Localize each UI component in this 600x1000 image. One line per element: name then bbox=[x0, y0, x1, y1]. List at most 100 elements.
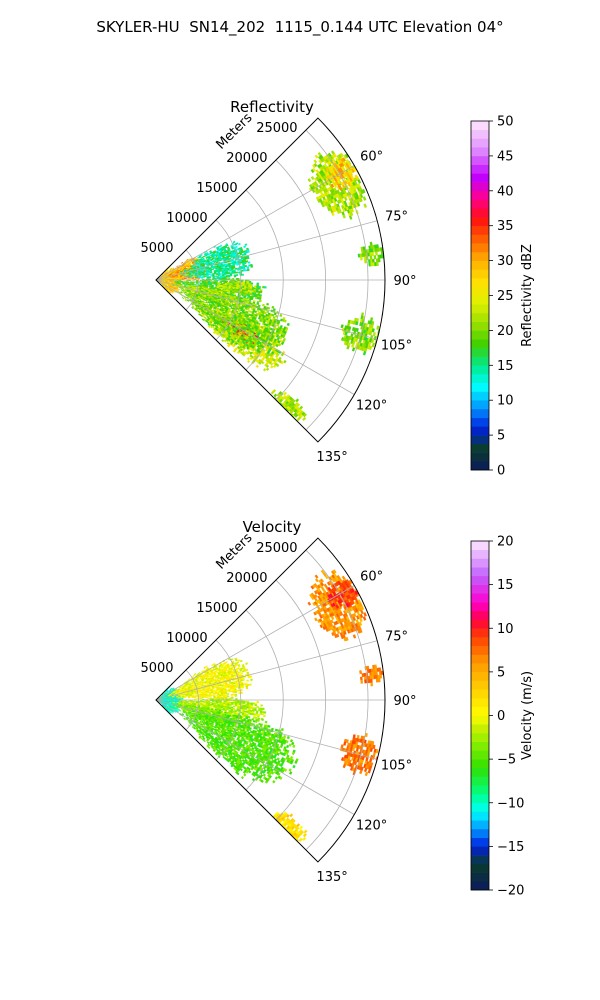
colorbar-tick-label: 10 bbox=[497, 622, 514, 637]
colorbar-tick-label: 25 bbox=[497, 289, 514, 304]
colorbar-segment bbox=[471, 750, 489, 760]
colorbar-segment bbox=[471, 295, 489, 305]
colorbar-segment bbox=[471, 138, 489, 148]
colorbar: −20 −15 −10 −5 0 5 10 15 20 Velocity (m/s) bbox=[470, 535, 535, 899]
colorbar-segment bbox=[471, 654, 489, 664]
azimuth-spoke bbox=[155, 699, 355, 815]
polar-grid bbox=[155, 129, 385, 443]
radial-tick-label: 20000 bbox=[226, 571, 267, 586]
colorbar-segment bbox=[471, 461, 489, 471]
colorbar-segment bbox=[471, 593, 489, 603]
colorbar-segment bbox=[471, 269, 489, 279]
colorbar-segment bbox=[471, 619, 489, 629]
colorbar-segment bbox=[471, 391, 489, 401]
colorbar-tick-label: 50 bbox=[497, 115, 514, 130]
colorbar-segment bbox=[471, 698, 489, 708]
colorbar-segment bbox=[471, 584, 489, 594]
azimuth-spoke bbox=[155, 585, 355, 701]
colorbar-tick-label: 20 bbox=[497, 535, 514, 550]
colorbar-segment bbox=[471, 129, 489, 139]
colorbar-segment bbox=[471, 286, 489, 296]
azimuth-tick-label: 75° bbox=[385, 210, 408, 225]
echo-region bbox=[339, 732, 379, 777]
radial-tick-label: 25000 bbox=[256, 541, 297, 556]
colorbar-tick-label: 45 bbox=[497, 149, 514, 164]
radial-tick-label: 10000 bbox=[166, 631, 207, 646]
azimuth-spoke bbox=[155, 220, 378, 281]
azimuth-spoke bbox=[155, 699, 378, 760]
colorbar-segment bbox=[471, 234, 489, 244]
colorbar-tick-label: −15 bbox=[497, 840, 524, 855]
echo-field bbox=[156, 569, 384, 843]
colorbar-tick-label: −5 bbox=[497, 753, 516, 768]
colorbar-label: Velocity (m/s) bbox=[520, 671, 535, 760]
colorbar-tick-label: 40 bbox=[497, 184, 514, 199]
colorbar-segment bbox=[471, 636, 489, 647]
colorbar-segment bbox=[471, 347, 489, 357]
azimuth-tick-label: 120° bbox=[356, 819, 387, 834]
colorbar-segment bbox=[471, 312, 489, 322]
colorbar: 0 5 10 15 20 25 30 35 40 45 50 Reflectivity dBZ bbox=[470, 115, 535, 479]
colorbar-segment bbox=[471, 837, 489, 847]
colorbar-segment bbox=[471, 855, 489, 865]
panel-title: Velocity bbox=[243, 518, 302, 536]
radial-axis-label: Meters bbox=[213, 110, 255, 152]
colorbar-segment bbox=[471, 846, 489, 856]
colorbar-segment bbox=[471, 680, 489, 690]
colorbar-tick-label: −10 bbox=[497, 796, 524, 811]
radial-axis-label: Meters bbox=[213, 530, 255, 572]
colorbar-segment bbox=[471, 278, 489, 288]
colorbar-segment bbox=[471, 260, 489, 270]
sector-frame bbox=[155, 537, 386, 863]
colorbar-tick-label: 35 bbox=[497, 219, 514, 234]
radial-tick-label: 5000 bbox=[140, 661, 173, 676]
azimuth-tick-label: 120° bbox=[356, 399, 387, 414]
colorbar-segment bbox=[471, 724, 489, 734]
colorbar-segment bbox=[471, 802, 489, 812]
colorbar-tick-label: 15 bbox=[497, 578, 514, 593]
radial-tick-label: 15000 bbox=[196, 601, 237, 616]
echo-region bbox=[270, 389, 307, 424]
radial-tick-label: 15000 bbox=[196, 181, 237, 196]
colorbar-label: Reflectivity dBZ bbox=[520, 244, 535, 347]
colorbar-segment bbox=[471, 732, 489, 742]
colorbar-segment bbox=[471, 121, 489, 131]
colorbar-segment bbox=[471, 182, 489, 192]
echo-region bbox=[357, 241, 385, 267]
colorbar-segment bbox=[471, 794, 489, 804]
colorbar-segment bbox=[471, 575, 489, 585]
echo-region bbox=[178, 289, 290, 357]
echo-region bbox=[178, 709, 299, 784]
colorbar-segment bbox=[471, 225, 489, 235]
colorbar-segment bbox=[471, 663, 489, 673]
azimuth-tick-label: 135° bbox=[316, 450, 347, 465]
echo-region bbox=[359, 664, 384, 687]
azimuth-spoke bbox=[155, 640, 378, 701]
figure-title: SKYLER-HU SN14_202 1115_0.144 UTC Elevat… bbox=[96, 18, 503, 37]
colorbar-segment bbox=[471, 155, 489, 165]
colorbar-segment bbox=[471, 339, 489, 349]
colorbar-segment bbox=[471, 382, 489, 392]
colorbar-segment bbox=[471, 602, 489, 612]
colorbar-segment bbox=[471, 567, 489, 577]
colorbar-segment bbox=[471, 706, 489, 716]
colorbar-tick-label: 15 bbox=[497, 359, 514, 374]
sector-frame bbox=[155, 117, 386, 443]
reflectivity-panel: Reflectivity 5000 10000 15000 20000 25000Mete… bbox=[140, 98, 535, 479]
colorbar-segment bbox=[471, 671, 489, 681]
azimuth-tick-label: 90° bbox=[393, 694, 416, 709]
colorbar-tick-label: 20 bbox=[497, 324, 514, 339]
colorbar-tick-label: 10 bbox=[497, 394, 514, 409]
colorbar-segment bbox=[471, 164, 489, 174]
colorbar-segment bbox=[471, 243, 489, 253]
colorbar-segment bbox=[471, 759, 489, 769]
colorbar-segment bbox=[471, 400, 489, 410]
colorbar-segment bbox=[471, 408, 489, 418]
colorbar-segment bbox=[471, 549, 489, 559]
colorbar-segment bbox=[471, 452, 489, 462]
radial-tick-label: 20000 bbox=[226, 151, 267, 166]
colorbar-segment bbox=[471, 820, 489, 830]
colorbar-segment bbox=[471, 689, 489, 699]
colorbar-segment bbox=[471, 435, 489, 445]
colorbar-segment bbox=[471, 881, 489, 891]
